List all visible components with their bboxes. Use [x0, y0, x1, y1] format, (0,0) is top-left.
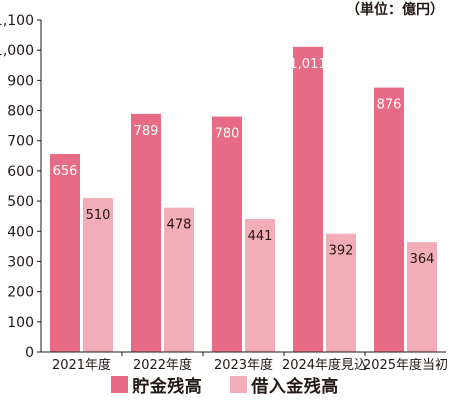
legend-label-borrowings: 借入金残高 — [251, 376, 339, 397]
y-tick-label: 400 — [7, 224, 34, 240]
y-tick-label: 600 — [7, 164, 34, 180]
data-label-savings: 780 — [215, 127, 240, 142]
y-tick-label: 500 — [7, 194, 34, 210]
legend-swatch-savings — [111, 375, 129, 393]
bar-savings — [293, 46, 323, 352]
data-label-savings: 656 — [53, 164, 78, 179]
bars: 656 510 789 478 780 441 1,011 392 876 364 — [50, 46, 437, 353]
bar-borrowings — [245, 218, 275, 352]
legend-item-savings: 貯金残高 — [111, 372, 202, 397]
y-tick-label: 0 — [25, 345, 34, 361]
y-tick-label: 800 — [7, 104, 34, 120]
x-tick-label: 2024年度見込 — [282, 357, 367, 373]
legend: 貯金残高 借入金残高 — [0, 372, 450, 397]
bar-borrowings — [407, 242, 437, 352]
legend-label-savings: 貯金残高 — [132, 376, 203, 397]
x-tick-label: 2022年度 — [133, 357, 192, 373]
x-tick-label: 2025年度当初 — [363, 357, 448, 373]
y-tick-label: 700 — [7, 134, 34, 150]
data-label-borrowings: 441 — [248, 229, 273, 244]
unit-note: （単位：億円） — [346, 1, 444, 18]
x-tick-label: 2021年度 — [52, 357, 111, 373]
bar-savings — [50, 154, 80, 352]
data-label-savings: 876 — [377, 98, 402, 113]
data-label-borrowings: 478 — [167, 218, 192, 233]
y-tick-label: 1,000 — [0, 43, 34, 59]
bar-savings — [212, 116, 242, 352]
bar-savings — [374, 87, 404, 352]
y-tick-label: 100 — [7, 315, 34, 331]
data-label-savings: 1,011 — [289, 57, 326, 72]
data-label-borrowings: 392 — [329, 244, 354, 259]
legend-item-borrowings: 借入金残高 — [230, 372, 339, 397]
y-tick-label: 300 — [7, 254, 34, 270]
bar-borrowings — [164, 207, 194, 352]
y-tick-label: 200 — [7, 285, 34, 301]
data-label-borrowings: 364 — [410, 252, 435, 267]
data-label-borrowings: 510 — [86, 208, 111, 223]
bar-savings — [131, 113, 161, 353]
bar-borrowings — [326, 233, 356, 352]
bar-borrowings — [83, 198, 113, 352]
y-tick-label: 900 — [7, 73, 34, 89]
y-axis: 0 100 200 300 400 500 600 700 800 900 1,000 1,100 — [0, 13, 42, 361]
y-tick-label: 1,100 — [0, 13, 34, 29]
data-label-savings: 789 — [134, 124, 159, 139]
legend-swatch-borrowings — [230, 375, 248, 393]
x-tick-label: 2023年度 — [214, 357, 273, 373]
